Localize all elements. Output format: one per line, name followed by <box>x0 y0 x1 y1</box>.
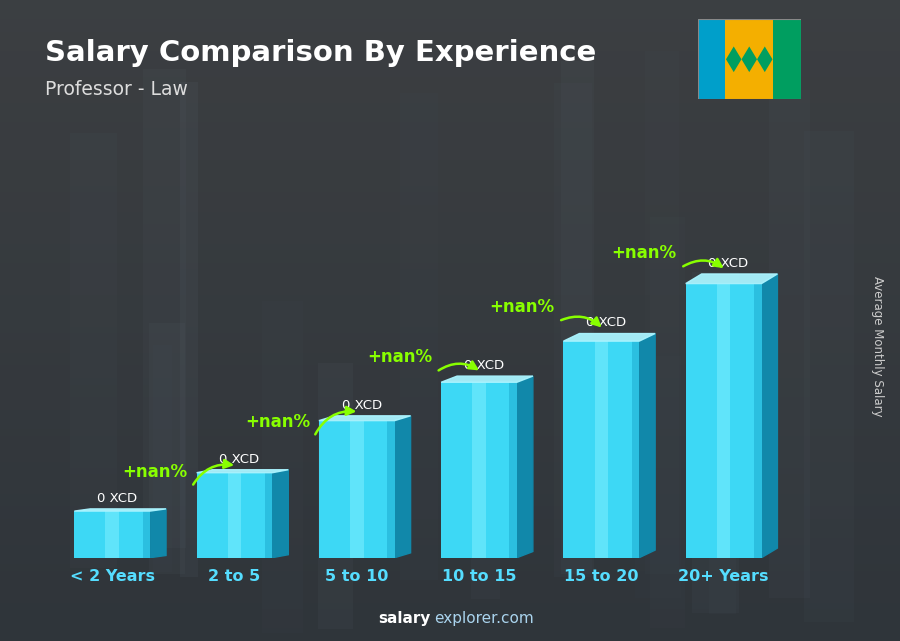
Polygon shape <box>639 333 655 558</box>
Polygon shape <box>726 46 742 72</box>
Bar <box>632 341 639 558</box>
Polygon shape <box>757 46 772 72</box>
Text: 0 XCD: 0 XCD <box>341 399 382 412</box>
Polygon shape <box>517 376 533 558</box>
Polygon shape <box>150 509 166 558</box>
Polygon shape <box>395 416 410 558</box>
Bar <box>563 341 639 558</box>
FancyArrowPatch shape <box>194 460 231 485</box>
Bar <box>698 19 725 99</box>
Bar <box>773 19 801 99</box>
Polygon shape <box>319 416 410 420</box>
Text: +nan%: +nan% <box>245 413 310 431</box>
Polygon shape <box>742 46 757 72</box>
Text: +nan%: +nan% <box>367 349 432 367</box>
Bar <box>142 511 150 558</box>
Text: +nan%: +nan% <box>490 298 554 316</box>
Polygon shape <box>273 470 288 558</box>
Bar <box>509 382 517 558</box>
Bar <box>387 420 395 558</box>
Bar <box>716 283 731 558</box>
Polygon shape <box>196 470 288 472</box>
FancyArrowPatch shape <box>315 407 354 435</box>
FancyArrowPatch shape <box>561 317 599 326</box>
Bar <box>472 382 486 558</box>
Bar <box>754 283 761 558</box>
Bar <box>441 382 517 558</box>
Polygon shape <box>441 376 533 382</box>
Text: 0 XCD: 0 XCD <box>586 317 626 329</box>
Polygon shape <box>686 274 778 283</box>
Text: 0 XCD: 0 XCD <box>220 453 259 465</box>
Text: explorer.com: explorer.com <box>434 611 534 626</box>
FancyArrowPatch shape <box>683 259 722 267</box>
Text: Salary Comparison By Experience: Salary Comparison By Experience <box>45 39 596 67</box>
Text: 0 XCD: 0 XCD <box>97 492 137 504</box>
Bar <box>686 283 761 558</box>
Bar <box>265 472 273 558</box>
Bar <box>595 341 608 558</box>
Text: salary: salary <box>378 611 430 626</box>
Bar <box>350 420 364 558</box>
Text: Average Monthly Salary: Average Monthly Salary <box>871 276 884 417</box>
Bar <box>725 19 773 99</box>
Polygon shape <box>563 333 655 341</box>
Bar <box>319 420 395 558</box>
Polygon shape <box>761 274 778 558</box>
Text: 0 XCD: 0 XCD <box>708 257 749 270</box>
FancyArrowPatch shape <box>438 362 477 370</box>
Text: 0 XCD: 0 XCD <box>464 359 504 372</box>
Polygon shape <box>75 509 166 511</box>
Bar <box>105 511 119 558</box>
Bar <box>75 511 150 558</box>
Text: +nan%: +nan% <box>122 463 187 481</box>
Bar <box>196 472 273 558</box>
Bar <box>228 472 241 558</box>
Text: +nan%: +nan% <box>612 244 677 262</box>
Text: Professor - Law: Professor - Law <box>45 80 188 99</box>
